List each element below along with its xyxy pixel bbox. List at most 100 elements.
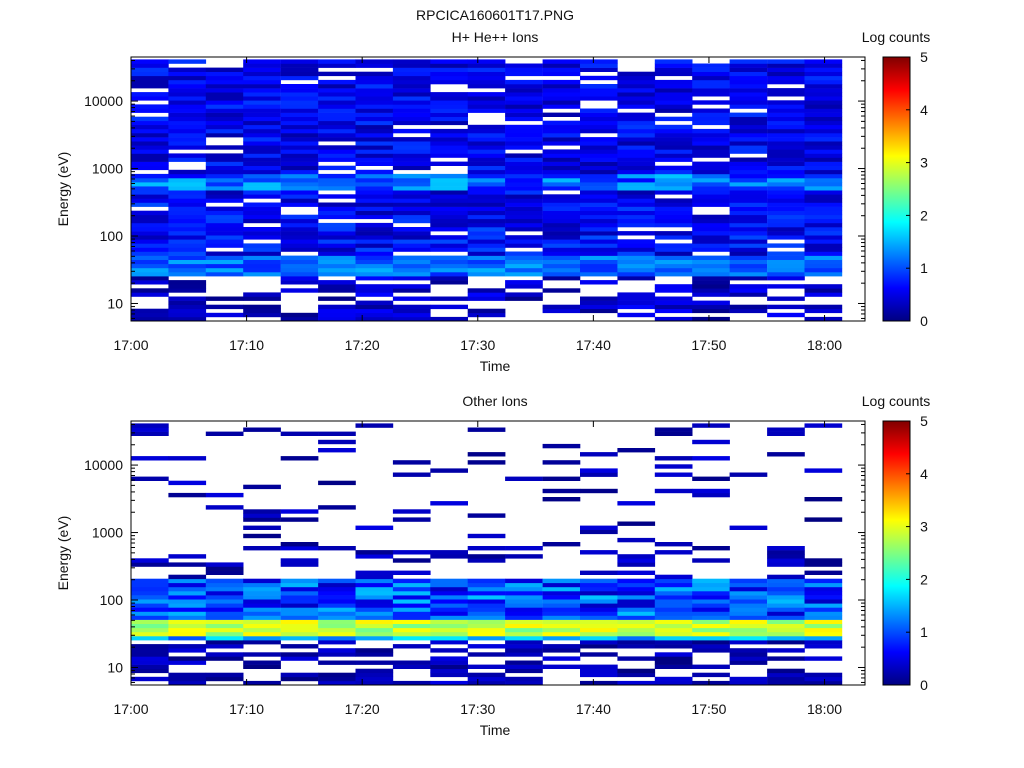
heatmap-cell (804, 169, 843, 175)
heatmap-cell (168, 194, 207, 199)
heatmap-cell (767, 452, 805, 457)
heatmap-cell (205, 640, 244, 645)
heatmap-cell (542, 488, 581, 494)
heatmap-cell (430, 267, 468, 273)
heatmap-cell (280, 239, 319, 244)
heatmap-cell (692, 492, 730, 498)
colorbar-tick-label: 3 (920, 155, 928, 171)
heatmap-cell (804, 267, 843, 273)
heatmap-cell (729, 79, 768, 85)
heatmap-cell (729, 591, 768, 596)
heatmap-cell (318, 182, 356, 187)
heatmap-cell (617, 611, 656, 616)
heatmap-cell (767, 627, 805, 633)
heatmap-cell (729, 214, 768, 220)
heatmap-cell (131, 96, 169, 101)
heatmap-cell (205, 615, 244, 620)
heatmap-cell (729, 607, 768, 612)
heatmap-cell (729, 648, 768, 653)
heatmap-cell (280, 182, 319, 187)
heatmap-cell (580, 161, 618, 166)
heatmap-cell (617, 149, 656, 154)
heatmap-cell (355, 157, 394, 162)
heatmap-cell (692, 190, 730, 195)
heatmap-cell (168, 619, 207, 624)
heatmap-cell (617, 586, 656, 592)
heatmap-cell (692, 149, 730, 154)
heatmap-cell (280, 133, 319, 138)
heatmap-cell (804, 84, 843, 89)
heatmap-cell (392, 599, 431, 604)
heatmap-cell (205, 578, 244, 584)
heatmap-cell (542, 267, 581, 273)
heatmap-cell (542, 88, 581, 93)
heatmap-cell (467, 104, 506, 109)
heatmap-cell (467, 161, 506, 166)
heatmap-cell (392, 660, 431, 665)
heatmap-cell (654, 456, 693, 461)
heatmap-cell (542, 96, 581, 101)
heatmap-cell (692, 88, 730, 93)
heatmap-cell (392, 137, 431, 142)
heatmap-cell (617, 578, 656, 584)
heatmap-cell (804, 272, 843, 277)
heatmap-cell (654, 243, 693, 248)
heatmap-cell (280, 169, 319, 175)
heatmap-cell (580, 636, 618, 641)
heatmap-cell (168, 480, 207, 486)
heatmap-cell (580, 472, 618, 477)
heatmap-cell (131, 157, 169, 162)
heatmap-cell (355, 619, 394, 624)
heatmap-cell (804, 656, 843, 661)
heatmap-cell (729, 165, 768, 171)
heatmap-cell (505, 84, 543, 89)
heatmap-cell (617, 206, 656, 211)
heatmap-cell (392, 312, 431, 318)
heatmap-cell (617, 145, 656, 150)
heatmap-cell (355, 92, 394, 97)
heatmap-cell (729, 161, 768, 166)
heatmap-cell (654, 488, 693, 494)
heatmap-cell (168, 210, 207, 216)
heatmap-cell (467, 210, 506, 216)
heatmap-cell (617, 222, 656, 228)
heatmap-cell (168, 648, 207, 653)
heatmap-cell (467, 92, 506, 97)
heatmap-cell (692, 116, 730, 122)
heatmap-cell (467, 460, 506, 465)
heatmap-cell (729, 222, 768, 228)
heatmap-cell (804, 239, 843, 244)
heatmap-cell (355, 316, 394, 322)
heatmap-cell (692, 202, 730, 207)
heatmap-cell (767, 574, 805, 580)
heatmap-cell (467, 218, 506, 224)
heatmap-cell (318, 546, 356, 551)
heatmap-cell (243, 611, 281, 616)
heatmap-cell (392, 198, 431, 203)
heatmap-cell (430, 96, 468, 101)
heatmap-cell (580, 157, 618, 162)
heatmap-cell (467, 672, 506, 678)
heatmap-cell (692, 198, 730, 203)
heatmap-cell (729, 284, 768, 289)
heatmap-cell (580, 231, 618, 236)
heatmap-cell (467, 292, 506, 297)
heatmap-cell (318, 591, 356, 596)
colorbar-gradient (882, 56, 911, 322)
heatmap-cell (318, 214, 356, 220)
heatmap-cell (355, 570, 394, 575)
heatmap-cell (243, 120, 281, 126)
heatmap-cell (243, 255, 281, 260)
heatmap-cell (542, 239, 581, 244)
heatmap-cell (355, 251, 394, 256)
heatmap-cell (617, 161, 656, 166)
heatmap-cell (467, 100, 506, 105)
heatmap-cell (617, 178, 656, 183)
heatmap-cell (205, 186, 244, 191)
heatmap-cell (392, 607, 431, 612)
heatmap-cell (580, 227, 618, 232)
heatmap-cell (392, 149, 431, 154)
heatmap-cell (430, 263, 468, 269)
heatmap-cell (767, 263, 805, 269)
heatmap-cell (767, 243, 805, 248)
